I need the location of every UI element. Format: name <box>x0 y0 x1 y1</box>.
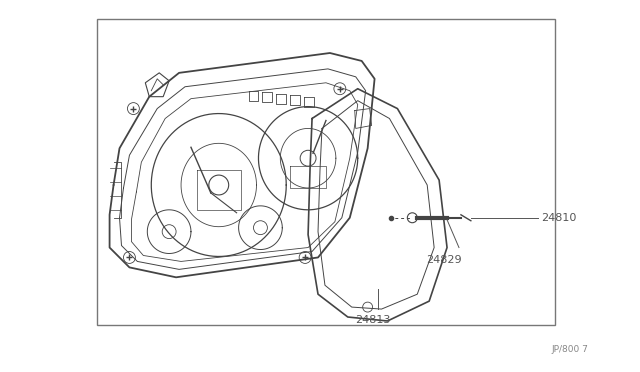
Text: 24829: 24829 <box>426 256 462 266</box>
Text: JP/800 7: JP/800 7 <box>551 345 588 354</box>
Text: 24813: 24813 <box>355 315 390 325</box>
Text: 24810: 24810 <box>541 213 577 223</box>
Bar <box>97 19 556 325</box>
